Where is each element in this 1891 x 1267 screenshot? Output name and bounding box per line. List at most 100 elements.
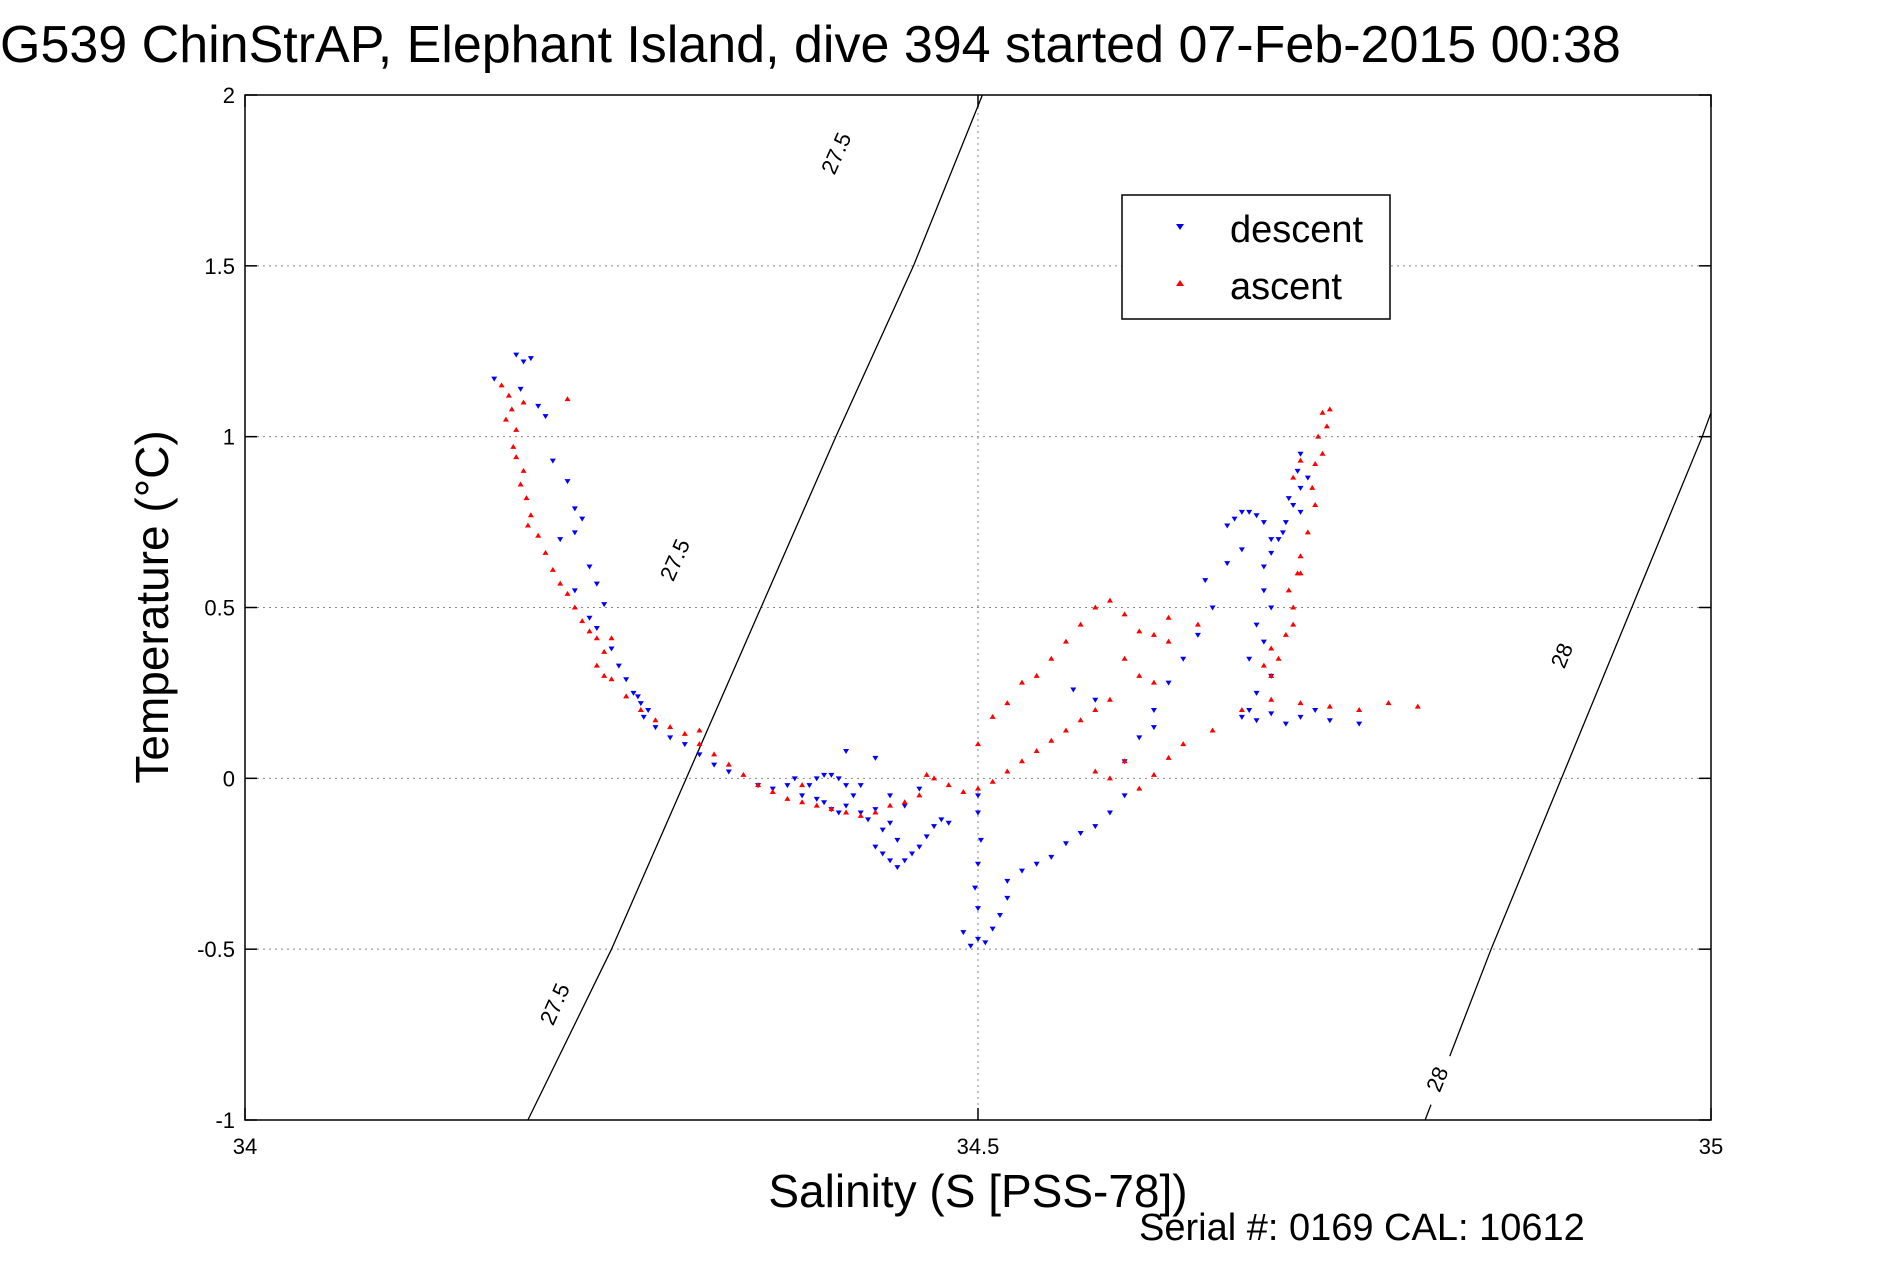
x-axis-label: Salinity (S [PSS-78]) [768,1165,1187,1217]
descent-point [1253,513,1260,519]
descent-point [667,735,674,741]
descent-point [872,755,879,761]
ascent-point [1150,771,1157,777]
ascent-point [989,778,996,784]
ascent-point [1150,631,1157,637]
descent-point [865,817,872,823]
descent-point [901,858,908,864]
descent-point [975,810,981,816]
ascent-point [1062,638,1069,644]
ascent-point [1275,655,1282,661]
descent-point [821,800,828,806]
ascent-point [593,662,600,668]
ascent-point [784,795,791,801]
descent-point [579,516,586,522]
descent-point [637,701,644,707]
descent-point [593,626,600,631]
descent-point [1356,721,1363,727]
y-tick-label: 1.5 [204,254,235,279]
descent-point [879,851,886,857]
y-tick-label: -1 [215,1108,235,1133]
descent-point [1279,530,1286,536]
descent-point [1018,868,1025,874]
descent-point [975,936,981,942]
ascent-point [711,751,718,757]
descent-point [564,479,571,485]
ascent-point [1048,737,1055,743]
ascent-point [502,416,509,422]
descent-point [1202,578,1209,584]
descent-point [1275,537,1282,543]
ascent-point [1180,741,1187,747]
descent-point [1136,735,1143,741]
serial-footnote: Serial #: 0169 CAL: 10612 [1139,1207,1585,1249]
descent-point [909,851,916,857]
descent-point [645,708,652,713]
descent-point [1194,632,1201,638]
descent-point [586,615,593,621]
descent-point [894,865,901,871]
ascent-point [1092,768,1099,774]
descent-point [1246,509,1253,515]
descent-point [894,837,901,843]
descent-point [931,824,938,830]
contour-line-27.5 [527,94,984,1121]
ascent-point [1297,553,1304,559]
ascent-point [828,806,835,812]
descent-point [1253,622,1260,628]
descent-point [835,810,842,816]
descent-point [1268,605,1275,611]
ascent-point [1106,597,1113,603]
ascent-point [517,481,524,487]
ascent-point [1150,679,1157,685]
ascent-point [1297,570,1304,576]
descent-point [535,403,542,409]
ascent-point [872,809,879,815]
ascent-point [1414,703,1421,709]
descent-point [542,414,549,420]
descent-point [1268,550,1275,556]
descent-point [1150,725,1157,731]
descent-point [1246,656,1253,662]
ascent-point [601,648,608,654]
ascent-point [1290,621,1297,627]
y-tick-label: -0.5 [197,937,235,962]
ascent-point [1062,727,1069,733]
descent-point [1282,520,1289,526]
descent-point [1224,523,1231,529]
descent-point [1062,841,1069,847]
descent-point [784,783,791,789]
descent-point [571,530,578,536]
descent-point [1297,451,1304,457]
descent-point [972,885,979,891]
descent-point [549,458,556,464]
y-axis-label: Temperature (°C) [126,430,178,783]
y-tick-label: 1 [223,425,235,450]
descent-point [996,913,1003,918]
ascent-point [1018,758,1025,764]
x-tick-label: 34.5 [957,1134,1000,1159]
ascent-point [1323,423,1330,429]
descent-point [1268,537,1275,543]
ascent-point [755,782,762,788]
ascent-point [608,635,615,641]
descent-point [1297,509,1304,515]
legend-ascent-marker [1176,280,1184,286]
descent-point [1268,711,1275,717]
ascent-point [975,741,981,747]
descent-point [1033,861,1040,867]
ascent-point [1004,768,1011,774]
ascent-point [923,771,930,777]
ascent-point [740,771,747,777]
ascent-point [542,549,549,555]
ascent-point [524,522,531,528]
descent-point [1070,687,1077,693]
descent-point [879,827,886,833]
ascent-point [1092,707,1099,712]
ascent-point [1312,502,1319,507]
ascent-point [535,532,542,538]
descent-point [520,359,527,365]
descent-point [977,837,984,843]
descent-point [1231,516,1238,522]
y-tick-label: 0.5 [204,596,235,621]
